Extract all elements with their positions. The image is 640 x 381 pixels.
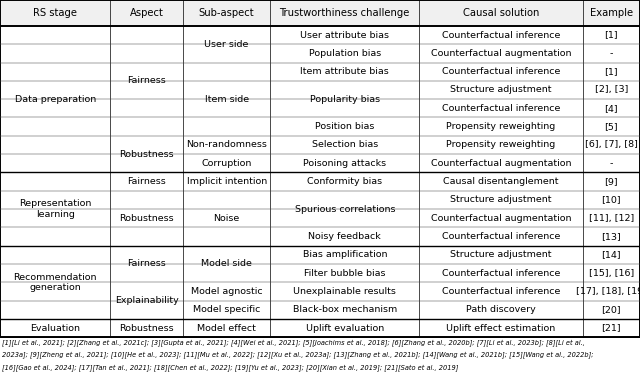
Text: Recommendation
generation: Recommendation generation (13, 272, 97, 292)
Text: Structure adjustment: Structure adjustment (450, 85, 552, 94)
Text: Counterfactual inference: Counterfactual inference (442, 67, 560, 76)
Text: Black-box mechanism: Black-box mechanism (292, 305, 397, 314)
Text: Position bias: Position bias (315, 122, 374, 131)
Text: Uplift evaluation: Uplift evaluation (306, 323, 384, 333)
Text: Bias amplification: Bias amplification (303, 250, 387, 259)
Text: User attribute bias: User attribute bias (300, 30, 389, 40)
Text: Model side: Model side (201, 259, 252, 269)
Text: Robustness: Robustness (119, 150, 174, 158)
Text: Popularity bias: Popularity bias (310, 94, 380, 104)
Text: Robustness: Robustness (119, 214, 174, 223)
Text: Counterfactual augmentation: Counterfactual augmentation (431, 49, 572, 58)
Text: Trustworthiness challenge: Trustworthiness challenge (280, 8, 410, 18)
Text: Fairness: Fairness (127, 177, 166, 186)
Text: Noise: Noise (214, 214, 240, 223)
Text: [5]: [5] (605, 122, 618, 131)
Text: Conformity bias: Conformity bias (307, 177, 382, 186)
Text: Fairness: Fairness (127, 259, 166, 269)
Text: Counterfactual inference: Counterfactual inference (442, 287, 560, 296)
Text: [21]: [21] (602, 323, 621, 333)
Text: Spurious correlations: Spurious correlations (294, 205, 395, 213)
Text: Poisoning attacks: Poisoning attacks (303, 159, 387, 168)
Text: Corruption: Corruption (202, 159, 252, 168)
Text: [14]: [14] (602, 250, 621, 259)
Text: Data preparation: Data preparation (15, 94, 96, 104)
Text: Path discovery: Path discovery (466, 305, 536, 314)
Text: [9]: [9] (605, 177, 618, 186)
Text: Noisy feedback: Noisy feedback (308, 232, 381, 241)
Text: Model specific: Model specific (193, 305, 260, 314)
Text: Propensity reweighting: Propensity reweighting (446, 141, 556, 149)
Text: Item attribute bias: Item attribute bias (300, 67, 389, 76)
Text: [10]: [10] (602, 195, 621, 204)
Text: Causal solution: Causal solution (463, 8, 539, 18)
Text: Example: Example (590, 8, 633, 18)
Text: Representation
learning: Representation learning (19, 199, 92, 219)
Text: [2], [3]: [2], [3] (595, 85, 628, 94)
Text: RS stage: RS stage (33, 8, 77, 18)
Text: Uplift effect estimation: Uplift effect estimation (446, 323, 556, 333)
Text: Robustness: Robustness (119, 323, 174, 333)
Text: Sub-aspect: Sub-aspect (199, 8, 255, 18)
Text: Aspect: Aspect (130, 8, 164, 18)
Text: Population bias: Population bias (308, 49, 381, 58)
Text: Item side: Item side (205, 94, 249, 104)
Text: Structure adjustment: Structure adjustment (450, 250, 552, 259)
Text: [11], [12]: [11], [12] (589, 214, 634, 223)
Text: Implicit intention: Implicit intention (186, 177, 267, 186)
Text: [16][Gao et al., 2024]; [17][Tan et al., 2021]; [18][Chen et al., 2022]; [19][Yu: [16][Gao et al., 2024]; [17][Tan et al.,… (2, 364, 458, 371)
Text: Counterfactual inference: Counterfactual inference (442, 30, 560, 40)
Text: User side: User side (204, 40, 249, 49)
Text: 2023a]; [9][Zheng et al., 2021]; [10][He et al., 2023]; [11][Mu et al., 2022]; [: 2023a]; [9][Zheng et al., 2021]; [10][He… (2, 352, 593, 359)
Text: Structure adjustment: Structure adjustment (450, 195, 552, 204)
Text: -: - (610, 49, 613, 58)
Text: [1]: [1] (605, 67, 618, 76)
Bar (0, 0, 640, 26)
Text: -: - (610, 159, 613, 168)
Text: Evaluation: Evaluation (30, 323, 80, 333)
Text: Model agnostic: Model agnostic (191, 287, 262, 296)
Text: Causal disentanglement: Causal disentanglement (444, 177, 559, 186)
Text: Explainability: Explainability (115, 296, 179, 305)
Text: [4]: [4] (605, 104, 618, 113)
Text: [20]: [20] (602, 305, 621, 314)
Text: [17], [18], [19]: [17], [18], [19] (576, 287, 640, 296)
Text: [6], [7], [8]: [6], [7], [8] (585, 141, 638, 149)
Text: Counterfactual augmentation: Counterfactual augmentation (431, 159, 572, 168)
Text: Counterfactual augmentation: Counterfactual augmentation (431, 214, 572, 223)
Text: Selection bias: Selection bias (312, 141, 378, 149)
Text: Non-randomness: Non-randomness (186, 141, 267, 149)
Text: Fairness: Fairness (127, 76, 166, 85)
Text: Propensity reweighting: Propensity reweighting (446, 122, 556, 131)
Text: [13]: [13] (602, 232, 621, 241)
Text: Unexplainable results: Unexplainable results (293, 287, 396, 296)
Text: Counterfactual inference: Counterfactual inference (442, 269, 560, 278)
Text: Model effect: Model effect (197, 323, 256, 333)
Text: [1][Li et al., 2021]; [2][Zhang et al., 2021c]; [3][Gupta et al., 2021]; [4][Wei: [1][Li et al., 2021]; [2][Zhang et al., … (2, 339, 585, 346)
Text: Counterfactual inference: Counterfactual inference (442, 232, 560, 241)
Text: Counterfactual inference: Counterfactual inference (442, 104, 560, 113)
Text: [15], [16]: [15], [16] (589, 269, 634, 278)
Text: Filter bubble bias: Filter bubble bias (304, 269, 385, 278)
Text: [1]: [1] (605, 30, 618, 40)
